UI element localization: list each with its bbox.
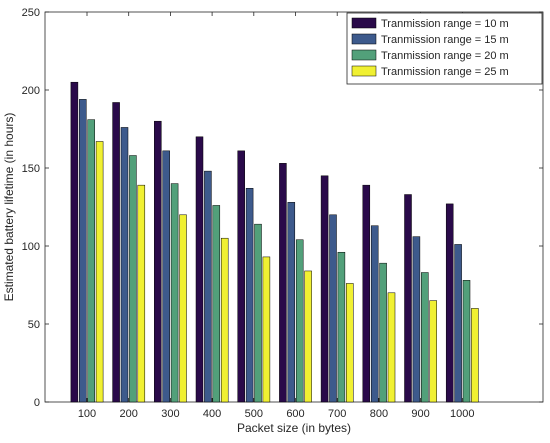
legend-label-2: Tranmission range = 15 m xyxy=(381,34,509,46)
x-tick-label-500: 500 xyxy=(245,408,263,420)
legend-box xyxy=(346,12,543,85)
legend-swatch-4 xyxy=(351,65,377,77)
bar-1000-series-3 xyxy=(462,280,471,403)
legend-swatch-1 xyxy=(351,17,377,29)
x-tick-label-800: 800 xyxy=(370,408,388,420)
legend-label-1: Tranmission range = 10 m xyxy=(381,18,509,30)
legend-label-3: Tranmission range = 20 m xyxy=(381,50,509,62)
x-tick-label-900: 900 xyxy=(411,408,429,420)
y-tick-label-0: 0 xyxy=(34,397,40,409)
bar-800-series-3 xyxy=(379,262,387,403)
bar-200-series-2 xyxy=(120,127,129,403)
legend-label-4: Tranmission range = 25 m xyxy=(381,66,509,78)
x-tick-label-400: 400 xyxy=(203,408,221,420)
bar-100-series-3 xyxy=(87,119,95,403)
x-axis-label: Packet size (in bytes) xyxy=(237,421,351,435)
bar-100-series-4 xyxy=(95,141,104,403)
x-tick-label-600: 600 xyxy=(286,408,304,420)
x-tick-label-700: 700 xyxy=(328,408,346,420)
bars-group xyxy=(70,81,479,403)
bar-700-series-2 xyxy=(329,214,337,403)
y-tick-label-50: 50 xyxy=(28,319,40,331)
bar-500-series-2 xyxy=(245,188,254,403)
bar-300-series-1 xyxy=(154,120,162,403)
bar-300-series-3 xyxy=(170,183,179,403)
bar-300-series-2 xyxy=(162,150,170,403)
y-tick-label-100: 100 xyxy=(22,241,40,253)
bar-300-series-4 xyxy=(179,214,187,403)
bar-200-series-1 xyxy=(112,102,120,403)
bar-200-series-3 xyxy=(129,155,137,403)
bar-900-series-4 xyxy=(429,300,437,403)
bar-1000-series-1 xyxy=(445,203,454,403)
bar-500-series-3 xyxy=(254,223,262,403)
bar-900-series-3 xyxy=(421,272,429,403)
bar-800-series-1 xyxy=(362,184,371,403)
bar-400-series-1 xyxy=(195,136,204,403)
bar-1000-series-2 xyxy=(454,244,462,403)
x-tick-label-100: 100 xyxy=(78,408,96,420)
bar-900-series-2 xyxy=(412,236,421,403)
bar-700-series-3 xyxy=(337,251,346,403)
legend-swatch-3 xyxy=(351,49,377,61)
y-tick-label-200: 200 xyxy=(22,85,40,97)
bar-600-series-3 xyxy=(295,239,304,403)
bar-600-series-1 xyxy=(279,163,287,403)
bar-700-series-4 xyxy=(346,283,354,403)
bar-400-series-4 xyxy=(220,237,229,403)
bar-900-series-1 xyxy=(404,194,412,403)
bar-500-series-1 xyxy=(237,150,245,403)
y-axis-ticks: 0 50 100 150 200 250 xyxy=(22,7,543,409)
bar-700-series-1 xyxy=(320,175,329,403)
x-tick-label-200: 200 xyxy=(120,408,138,420)
bar-100-series-1 xyxy=(70,81,79,403)
bar-800-series-4 xyxy=(387,292,396,403)
bar-600-series-4 xyxy=(304,270,312,403)
bar-1000-series-4 xyxy=(471,308,479,403)
bar-800-series-2 xyxy=(370,225,379,403)
y-axis-label: Estimated battery lifetime (in hours) xyxy=(2,113,16,302)
bar-200-series-4 xyxy=(137,184,146,403)
bar-400-series-2 xyxy=(204,170,212,403)
x-tick-label-300: 300 xyxy=(161,408,179,420)
x-tick-label-1000: 1000 xyxy=(450,408,474,420)
legend: Tranmission range = 10 m Tranmission rang… xyxy=(346,12,543,85)
legend-swatch-2 xyxy=(351,33,377,45)
bar-600-series-2 xyxy=(287,202,296,403)
bar-400-series-3 xyxy=(212,205,221,403)
bar-500-series-4 xyxy=(262,256,271,403)
y-tick-label-150: 150 xyxy=(22,163,40,175)
bar-100-series-2 xyxy=(79,99,87,403)
y-tick-label-250: 250 xyxy=(22,7,40,19)
